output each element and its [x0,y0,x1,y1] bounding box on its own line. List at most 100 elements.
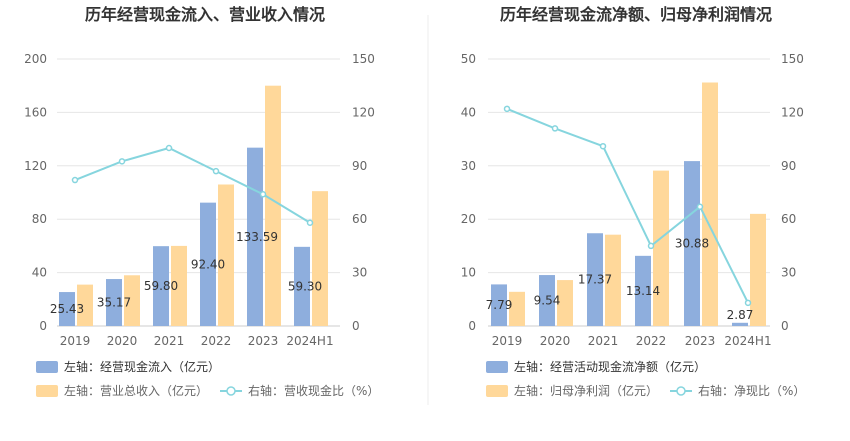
chart-panel-2: 历年经营现金流净额、归母净利润情况 0 0 10 30 20 60 30 90 40 120 50 15… [461,5,806,398]
line-point [503,105,511,113]
right-axis-tick-label: 120 [781,105,804,119]
bar [635,255,651,326]
x-axis-tick-label: 2024H1 [286,334,333,348]
legend-swatch [486,385,508,397]
data-label: 17.37 [578,273,612,287]
line-point [744,299,752,307]
legend-label: 左轴：营业总收入（亿元） [64,383,208,398]
legend-line-marker [676,386,686,396]
bar [153,246,169,326]
right-axis-tick-label: 60 [352,212,367,226]
left-axis-tick-label: 50 [461,52,476,66]
chart-title: 历年经营现金流净额、归母净利润情况 [500,5,772,24]
x-axis-tick-label: 2020 [107,334,138,348]
data-label: 7.79 [486,298,513,312]
chart-panel-1: 历年经营现金流入、营业收入情况 0 0 40 30 80 60 120 90 160 120 200 1… [24,5,379,398]
data-label: 35.17 [97,296,131,310]
line-point [212,167,220,175]
bar [106,279,122,326]
data-label: 92.40 [191,257,225,271]
right-axis-tick-label: 150 [781,52,804,66]
left-axis-tick-label: 40 [32,266,47,280]
bar [59,292,75,326]
line-point [306,219,314,227]
right-axis-tick-label: 30 [352,266,367,280]
line-point [696,203,704,210]
bar [312,191,328,326]
bar [509,291,525,326]
line-point [599,142,607,150]
line-point [259,191,267,198]
line-point [647,242,655,250]
x-axis-tick-label: 2022 [201,334,232,348]
bar [684,161,700,326]
left-axis-tick-label: 160 [24,105,47,119]
line-point [118,158,126,165]
x-axis-tick-label: 2022 [636,334,667,348]
data-label: 13.14 [626,284,660,298]
bar [294,246,310,326]
x-axis-tick-label: 2021 [588,334,619,348]
legend-label: 右轴：净现比（%） [698,383,805,398]
x-axis-tick-label: 2020 [540,334,571,348]
bar [750,213,766,326]
line-point [165,144,173,152]
bar [732,322,748,326]
bar [124,275,140,326]
legend-label: 左轴：经营现金流入（亿元） [64,359,220,374]
bar [653,170,669,326]
data-label: 59.80 [144,279,178,293]
left-axis-tick-label: 0 [39,319,47,333]
right-axis-tick-label: 0 [352,319,360,333]
data-label: 59.30 [288,279,322,293]
bar [557,280,573,326]
chart-title: 历年经营现金流入、营业收入情况 [85,5,325,24]
bar [491,284,507,326]
x-axis-tick-label: 2023 [248,334,279,348]
left-axis-tick-label: 10 [461,266,476,280]
left-axis-tick-label: 30 [461,159,476,173]
bar [171,245,187,326]
left-axis-tick-label: 120 [24,159,47,173]
line-series [506,107,749,304]
left-axis-tick-label: 0 [468,319,476,333]
data-label: 30.88 [675,237,709,251]
line-point [551,125,559,132]
left-axis-tick-label: 40 [461,105,476,119]
data-label: 2.87 [727,308,754,322]
right-axis-tick-label: 0 [781,319,789,333]
bar [265,85,281,326]
data-label: 25.43 [50,302,84,316]
x-axis-tick-label: 2019 [492,334,523,348]
left-axis-tick-label: 20 [461,212,476,226]
right-axis-tick-label: 60 [781,212,796,226]
bar [218,184,234,326]
x-axis-tick-label: 2023 [685,334,716,348]
bar [200,202,216,326]
line-point [71,176,79,184]
legend-swatch [36,385,58,397]
left-axis-tick-label: 80 [32,212,47,226]
legend-label: 左轴：归母净利润（亿元） [514,383,658,398]
bar [77,284,93,326]
right-axis-tick-label: 120 [352,105,375,119]
right-axis-tick-label: 90 [352,159,367,173]
legend-swatch [486,361,508,373]
legend-swatch [36,361,58,373]
right-axis-tick-label: 90 [781,159,796,173]
x-axis-tick-label: 2021 [154,334,185,348]
data-label: 133.59 [236,230,278,244]
legend-label: 左轴：经营活动现金流净额（亿元） [514,359,706,374]
right-axis-tick-label: 30 [781,266,796,280]
right-axis-tick-label: 150 [352,52,375,66]
legend-line-marker [226,386,236,396]
legend-label: 右轴：营收现金比（%） [248,383,379,398]
x-axis-tick-label: 2024H1 [724,334,771,348]
left-axis-tick-label: 200 [24,52,47,66]
bar [587,233,603,326]
bar [539,275,555,326]
bar [605,234,621,326]
data-label: 9.54 [534,294,561,308]
